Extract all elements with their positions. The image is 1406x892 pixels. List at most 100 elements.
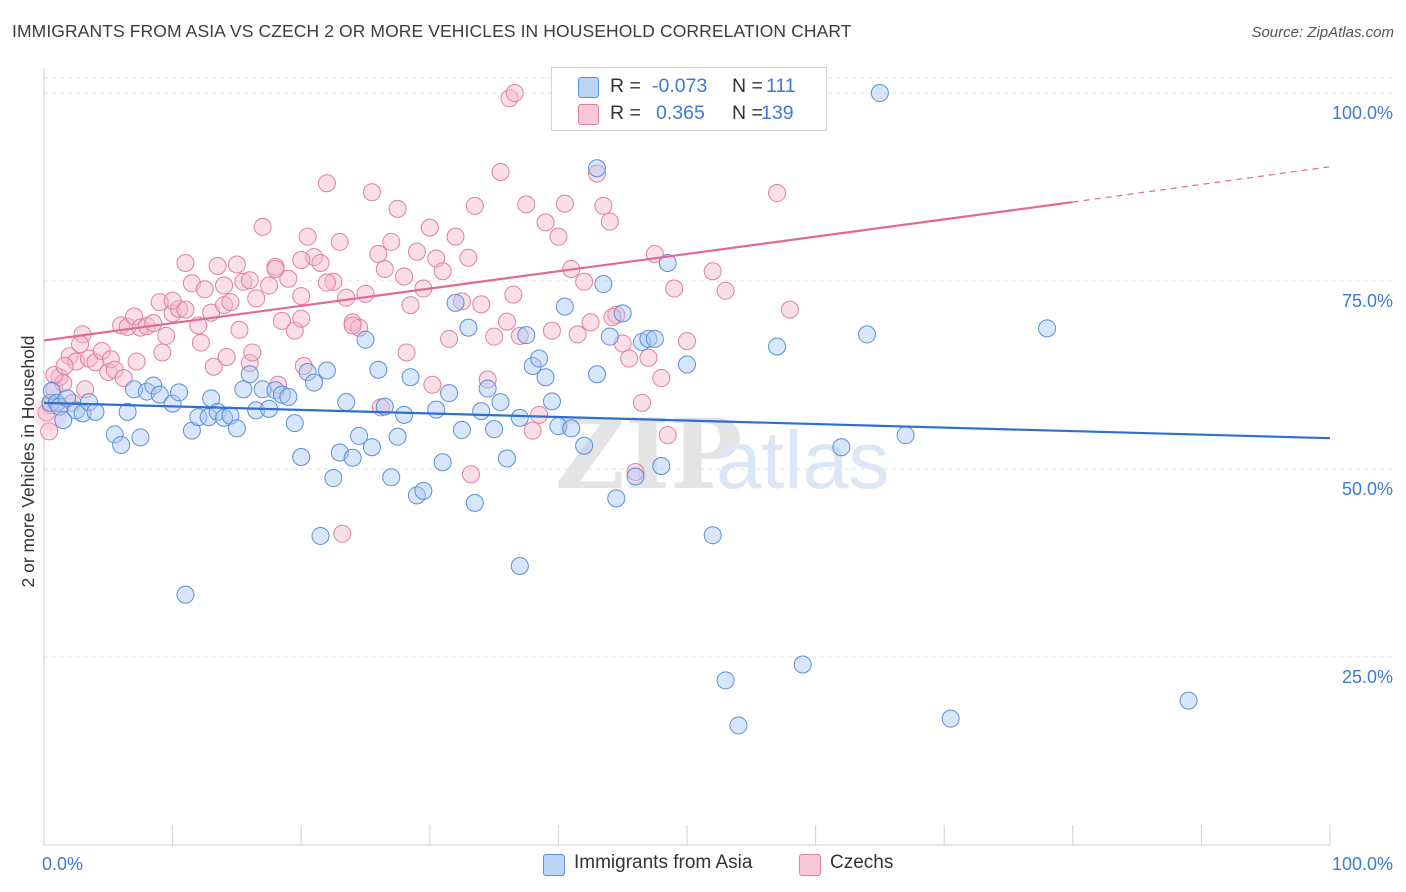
czechs-point bbox=[620, 349, 639, 368]
asia-point bbox=[530, 349, 549, 368]
chart-source: Source: ZipAtlas.com bbox=[1251, 24, 1394, 41]
czechs-point bbox=[217, 347, 236, 366]
asia-point bbox=[112, 435, 131, 454]
czechs-point bbox=[71, 335, 90, 354]
czechs-point bbox=[40, 422, 59, 441]
asia-point bbox=[395, 405, 414, 424]
czechs-point bbox=[221, 293, 240, 312]
asia-point bbox=[189, 408, 208, 427]
czechs-point bbox=[150, 293, 169, 312]
series-legend: Immigrants from Asia Czechs bbox=[0, 852, 1406, 878]
czechs-point bbox=[375, 259, 394, 278]
asia-point bbox=[105, 425, 124, 444]
czechs-point bbox=[594, 196, 613, 215]
czechs-point bbox=[459, 248, 478, 267]
czechs-point bbox=[568, 325, 587, 344]
czechs-point bbox=[497, 312, 516, 331]
czechs-point bbox=[337, 288, 356, 307]
czechs-point bbox=[333, 524, 352, 543]
asia-point bbox=[587, 365, 606, 384]
czechs-point bbox=[176, 253, 195, 272]
asia-point bbox=[433, 453, 452, 472]
y-tick-label: 25.0% bbox=[1342, 667, 1393, 687]
asia-point bbox=[253, 380, 272, 399]
czechs-point bbox=[465, 196, 484, 215]
czechs-point bbox=[292, 309, 311, 328]
czechs-point bbox=[317, 174, 336, 193]
asia-point bbox=[858, 325, 877, 344]
czechs-point bbox=[446, 227, 465, 246]
asia-point bbox=[311, 526, 330, 545]
asia-point bbox=[292, 447, 311, 466]
asia-point bbox=[536, 368, 555, 387]
asia-point bbox=[523, 357, 542, 376]
czechs-point bbox=[542, 321, 561, 340]
legend-n-label: N = bbox=[732, 75, 763, 97]
czechs-point bbox=[639, 348, 658, 367]
czechs-point bbox=[127, 352, 146, 371]
czechs-point bbox=[114, 369, 133, 388]
czechs-point bbox=[243, 343, 262, 362]
asia-point bbox=[298, 363, 317, 382]
asia-point bbox=[414, 481, 433, 500]
series-swatch-asia bbox=[543, 854, 565, 876]
x-tick-label: 0.0% bbox=[42, 854, 83, 874]
asia-point bbox=[587, 159, 606, 178]
legend-n-value: 111 bbox=[766, 75, 796, 97]
czechs-point bbox=[549, 227, 568, 246]
asia-point bbox=[510, 557, 529, 576]
czechs-point bbox=[555, 194, 574, 213]
czechs-point bbox=[678, 332, 696, 351]
czechs-trend-extension bbox=[1072, 166, 1331, 203]
legend-r-value: -0.073 bbox=[652, 75, 708, 97]
legend-r-label: R = bbox=[610, 102, 641, 124]
asia-point bbox=[716, 671, 735, 690]
czechs-point bbox=[420, 218, 439, 237]
x-tick-label: 100.0% bbox=[1332, 854, 1393, 874]
legend-swatch-czechs bbox=[578, 104, 599, 125]
asia-point bbox=[170, 383, 189, 402]
asia-point bbox=[446, 293, 465, 312]
asia-point bbox=[452, 420, 471, 439]
czechs-point bbox=[227, 255, 246, 274]
czechs-point bbox=[144, 314, 163, 333]
czechs-point bbox=[324, 272, 343, 291]
asia-point bbox=[247, 401, 266, 420]
stats-legend: R = -0.073 N = 111 R = 0.365 N = 139 bbox=[551, 67, 827, 131]
czechs-point bbox=[397, 343, 416, 362]
asia-point bbox=[227, 419, 246, 438]
asia-point bbox=[1038, 319, 1057, 338]
asia-point bbox=[600, 327, 619, 346]
asia-point bbox=[86, 402, 105, 421]
czechs-point bbox=[292, 287, 311, 306]
asia-point bbox=[131, 428, 150, 447]
czechs-points bbox=[32, 84, 799, 543]
czechs-point bbox=[452, 292, 471, 311]
czechs-point bbox=[356, 284, 375, 303]
czechs-point bbox=[461, 465, 480, 484]
asia-point bbox=[594, 275, 613, 294]
asia-point bbox=[1179, 691, 1198, 710]
asia-point bbox=[279, 387, 298, 406]
czechs-point bbox=[153, 343, 172, 362]
asia-point bbox=[658, 253, 677, 272]
czechs-point bbox=[260, 276, 279, 295]
czechs-point bbox=[600, 212, 619, 231]
asia-point bbox=[793, 655, 812, 674]
legend-n-value: 139 bbox=[761, 102, 794, 124]
czechs-point bbox=[330, 232, 349, 251]
asia-point bbox=[324, 469, 343, 488]
czechs-point bbox=[652, 369, 671, 388]
czechs-point bbox=[575, 272, 594, 291]
czechs-point bbox=[343, 316, 362, 335]
asia-point bbox=[497, 449, 516, 468]
czechs-point bbox=[118, 317, 137, 336]
czechs-point bbox=[530, 405, 549, 424]
czechs-point bbox=[298, 227, 317, 246]
asia-point bbox=[832, 438, 851, 457]
czechs-point bbox=[768, 184, 787, 203]
czechs-point bbox=[401, 296, 420, 315]
czechs-point bbox=[665, 279, 684, 298]
czechs-point bbox=[517, 195, 536, 214]
legend-n-label: N = bbox=[732, 102, 763, 124]
